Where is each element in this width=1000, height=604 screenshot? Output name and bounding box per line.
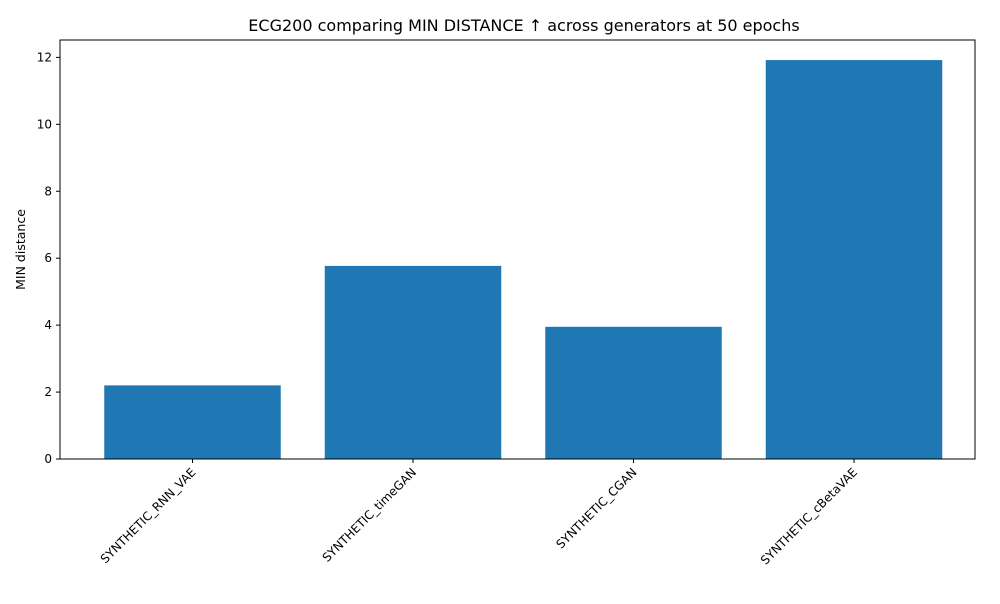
bar-synthetic-cbetavae (765, 60, 943, 460)
y-tick-label: 4 (44, 318, 52, 332)
bar-synthetic-cgan (545, 326, 722, 459)
y-tick-label: 2 (44, 385, 52, 399)
chart-title: ECG200 comparing MIN DISTANCE ↑ across g… (248, 16, 799, 35)
y-tick-label: 10 (37, 117, 52, 131)
x-tick-label: SYNTHETIC_cBetaVAE (758, 465, 860, 567)
bar-synthetic-rnn-vae (104, 385, 281, 459)
x-tick-label: SYNTHETIC_CGAN (553, 465, 639, 551)
y-axis-label: MIN distance (13, 209, 28, 290)
y-tick-label: 6 (44, 251, 52, 265)
bars-layer (104, 60, 943, 460)
y-axis-ticks: 0 2 4 6 8 10 12 (37, 50, 60, 466)
x-tick-label: SYNTHETIC_timeGAN (320, 465, 419, 564)
bar-synthetic-timegan (324, 265, 502, 459)
y-tick-label: 0 (44, 452, 52, 466)
y-tick-label: 8 (44, 184, 52, 198)
y-tick-label: 12 (37, 50, 52, 64)
plot-frame (59, 39, 976, 460)
x-axis-ticks: SYNTHETIC_RNN_VAE SYNTHETIC_timeGAN SYNTHE… (98, 459, 860, 567)
x-tick-label: SYNTHETIC_RNN_VAE (98, 465, 199, 566)
